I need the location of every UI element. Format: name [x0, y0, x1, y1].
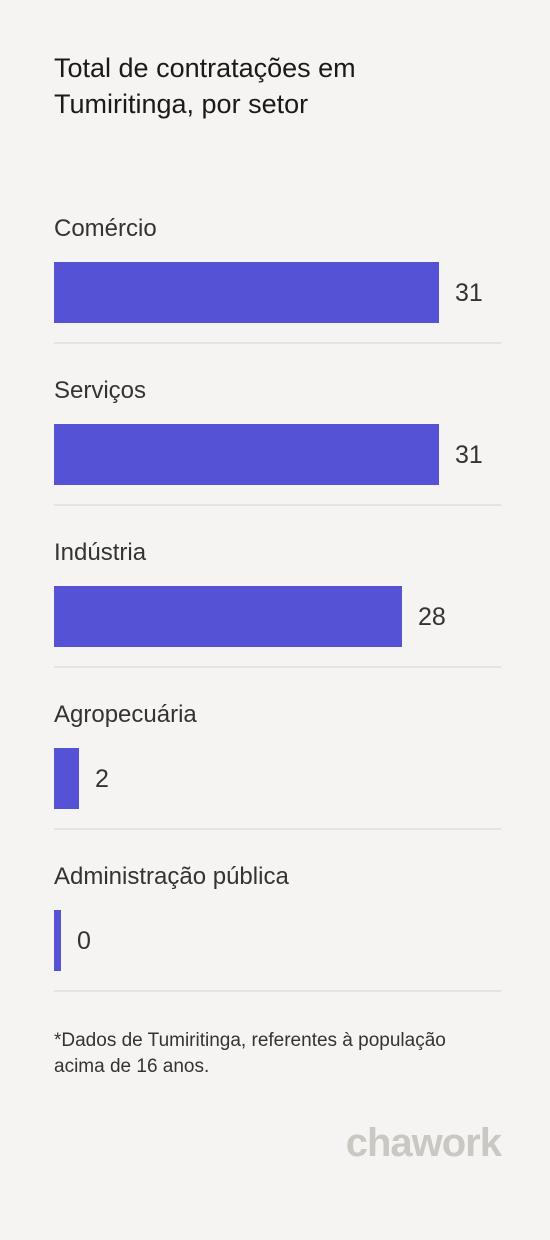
row-divider: [54, 828, 501, 830]
bar: [54, 910, 61, 971]
bar-value-label: 28: [418, 603, 446, 631]
footnote: *Dados de Tumiritinga, referentes à popu…: [54, 1030, 446, 1077]
bar: [54, 424, 439, 485]
bar-value-label: 31: [455, 279, 483, 307]
bar-group: Comércio 31: [54, 214, 501, 376]
bar-group: Administração pública 0: [54, 862, 501, 1024]
bar-value-label: 0: [77, 927, 91, 955]
bar-group: Indústria 28: [54, 538, 501, 700]
row-divider: [54, 666, 501, 668]
category-label: Agropecuária: [54, 701, 197, 728]
bar: [54, 586, 402, 647]
category-label: Serviços: [54, 377, 147, 404]
row-divider: [54, 990, 501, 992]
bar-value-label: 2: [95, 765, 109, 793]
row-divider: [54, 504, 501, 506]
bar-value-label: 31: [455, 441, 483, 469]
category-label: Indústria: [54, 539, 147, 566]
bar-group: Agropecuária 2: [54, 700, 501, 862]
category-label: Administração pública: [54, 863, 289, 890]
category-label: Comércio: [54, 215, 157, 242]
bar-group: Serviços 31: [54, 376, 501, 538]
bar: [54, 748, 79, 809]
chart-title: Total de contratações em Tumiritinga, po…: [54, 53, 356, 119]
bar: [54, 262, 439, 323]
chawork-logo: chawork: [345, 1121, 502, 1165]
row-divider: [54, 342, 501, 344]
